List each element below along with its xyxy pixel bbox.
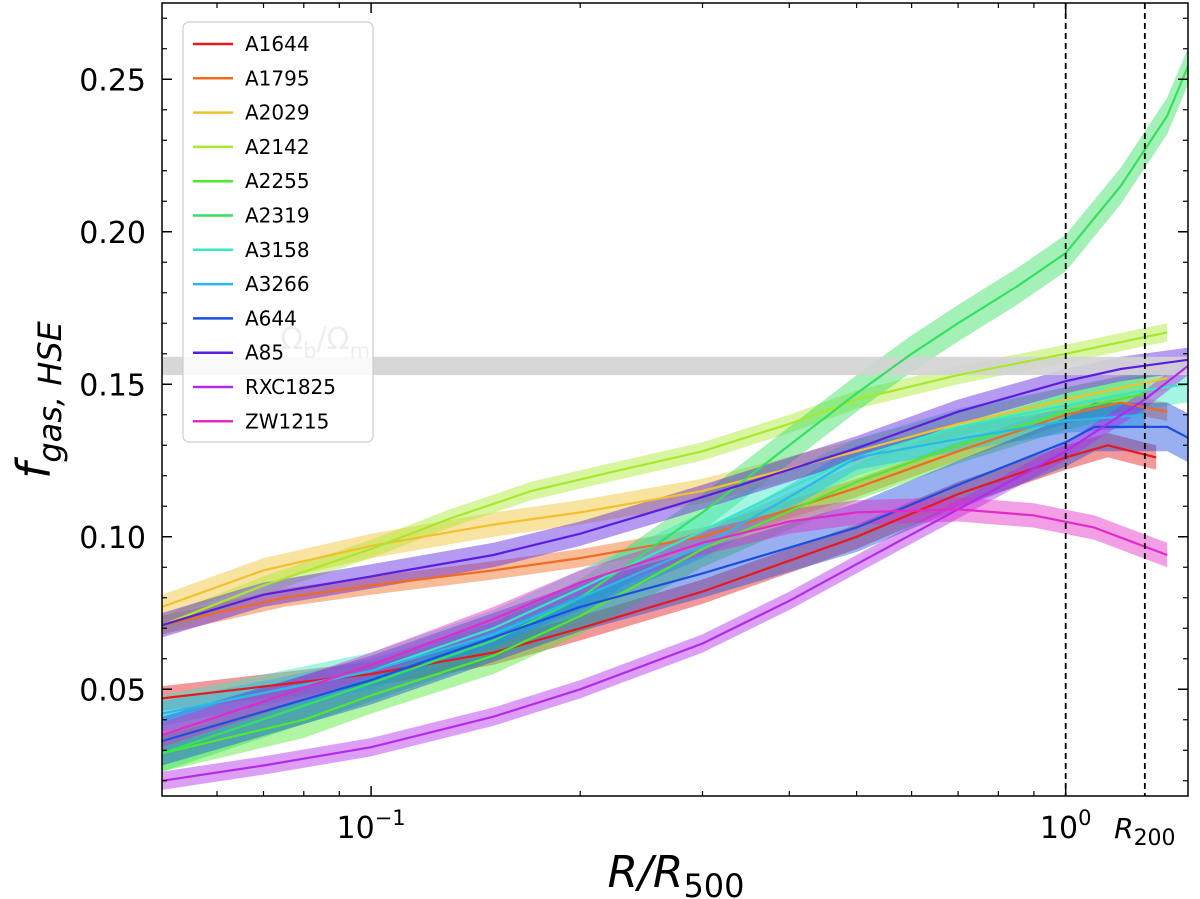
baryon-band-rect [162, 356, 1188, 376]
x-axis-label: R/R500 [607, 847, 744, 899]
band-a1795 [162, 393, 1168, 635]
series-line-a3266 [162, 413, 1145, 715]
band-a2029 [162, 365, 1168, 620]
uncertainty-bands [162, 48, 1188, 790]
series-line-a2142 [162, 331, 1168, 627]
plot-frame [161, 2, 1189, 797]
y-tick-label: 0.15 [79, 368, 146, 403]
series-line-a1795 [162, 401, 1168, 627]
series-line-a3158 [162, 382, 1188, 715]
vline-label-r200: R200 [1114, 812, 1175, 851]
series-line-rxc1825 [162, 365, 1188, 782]
legend-label-a3158: A3158 [245, 238, 310, 262]
x-tick-label: 100 [1040, 806, 1092, 846]
y-tick-label: 0.10 [79, 521, 146, 556]
band-a85 [162, 347, 1188, 638]
series-line-a2029 [162, 377, 1168, 608]
series-line-a1644 [162, 444, 1157, 700]
y-axis-label: fgas, HSE [7, 320, 69, 479]
legend: A1644 A1795 A2029 A2142 A2255 A2319 A3158 A3266… [182, 21, 374, 443]
band-a3158 [162, 365, 1188, 732]
series-line-a85 [162, 358, 1188, 627]
series-line-a2255 [162, 392, 1146, 755]
axis-ticks [162, 3, 1188, 796]
legend-label-zw1215: ZW1215 [245, 409, 329, 433]
reference-lines [1064, 3, 1146, 796]
legend-label-a1644: A1644 [245, 32, 310, 56]
series-line-zw1215 [162, 508, 1168, 737]
series-line-a644 [162, 425, 1188, 743]
legend-label-rxc1825: RXC1825 [245, 375, 336, 399]
y-tick-label: 0.25 [79, 63, 146, 98]
y-tick-label: 0.20 [79, 216, 146, 251]
x-tick-label: 10−1 [337, 806, 406, 846]
band-a3266 [162, 402, 1145, 726]
legend-label-a2255: A2255 [245, 169, 310, 193]
legend-label-a2029: A2029 [245, 101, 310, 125]
legend-label-a85: A85 [245, 341, 284, 365]
legend-label-a2142: A2142 [245, 135, 310, 159]
legend-box [182, 21, 374, 443]
legend-label-a644: A644 [245, 306, 297, 330]
series-lines [162, 63, 1188, 782]
band-a644 [162, 402, 1188, 766]
baryon-fraction-band [162, 356, 1188, 376]
band-a2255 [162, 375, 1145, 772]
legend-label-a1795: A1795 [245, 66, 310, 90]
y-tick-label: 0.05 [79, 673, 146, 708]
legend-label-a3266: A3266 [245, 272, 310, 296]
legend-label-a2319: A2319 [245, 204, 310, 228]
